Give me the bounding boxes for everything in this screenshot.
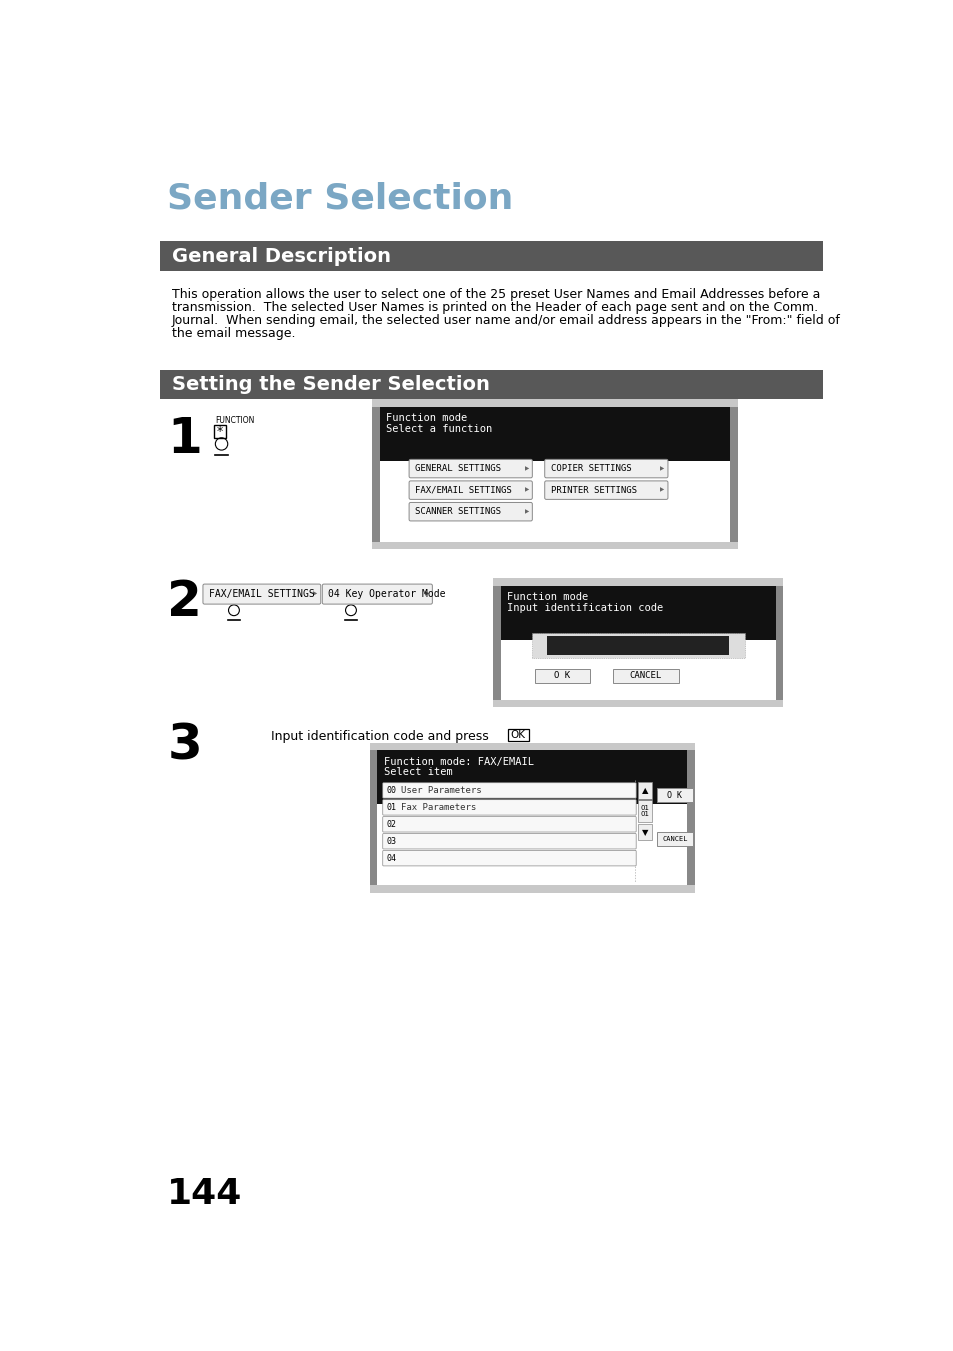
FancyBboxPatch shape	[322, 584, 432, 604]
Text: Journal.  When sending email, the selected user name and/or email address appear: Journal. When sending email, the selecte…	[172, 313, 840, 327]
Text: Select a function: Select a function	[385, 424, 492, 434]
Text: FAX/EMAIL SETTINGS: FAX/EMAIL SETTINGS	[209, 589, 314, 598]
Bar	[369, 743, 695, 893]
FancyBboxPatch shape	[544, 481, 667, 500]
Bar	[657, 788, 692, 802]
Text: OK: OK	[511, 730, 525, 740]
Text: ▲: ▲	[641, 786, 648, 794]
Text: COPIER SETTINGS: COPIER SETTINGS	[550, 465, 631, 473]
Bar	[159, 370, 822, 400]
Text: transmission.  The selected User Names is printed on the Header of each page sen: transmission. The selected User Names is…	[172, 301, 818, 313]
Bar	[531, 634, 744, 658]
Bar	[379, 407, 729, 461]
Text: 01: 01	[386, 802, 396, 812]
Text: Select item: Select item	[383, 767, 452, 777]
Text: FAX/EMAIL SETTINGS: FAX/EMAIL SETTINGS	[415, 485, 512, 494]
Text: 04 Key Operator Mode: 04 Key Operator Mode	[328, 589, 446, 598]
Bar	[493, 585, 500, 700]
FancyBboxPatch shape	[203, 584, 320, 604]
Text: ▶: ▶	[659, 466, 664, 471]
Text: 01: 01	[640, 812, 649, 817]
Text: the email message.: the email message.	[172, 327, 295, 340]
FancyBboxPatch shape	[382, 834, 636, 848]
Text: *: *	[216, 426, 223, 438]
Bar	[372, 407, 379, 542]
Text: Function mode: FAX/EMAIL: Function mode: FAX/EMAIL	[383, 757, 533, 766]
Text: ▶: ▶	[524, 488, 529, 493]
FancyBboxPatch shape	[382, 782, 636, 798]
Text: This operation allows the user to select one of the 25 preset User Names and Ema: This operation allows the user to select…	[172, 288, 820, 301]
FancyBboxPatch shape	[382, 800, 636, 815]
Text: Setting the Sender Selection: Setting the Sender Selection	[172, 376, 489, 394]
Text: 3: 3	[167, 721, 202, 769]
Text: 02: 02	[386, 820, 396, 828]
Text: 1: 1	[167, 415, 202, 462]
FancyBboxPatch shape	[382, 851, 636, 866]
Text: 00: 00	[386, 786, 396, 794]
Bar	[372, 400, 737, 550]
Text: ▶: ▶	[524, 509, 529, 515]
Bar	[379, 407, 729, 542]
Bar	[638, 824, 652, 840]
Text: 01: 01	[640, 805, 649, 811]
Text: PRINTER SETTINGS: PRINTER SETTINGS	[550, 485, 637, 494]
Text: CANCEL: CANCEL	[661, 836, 687, 842]
Text: 144: 144	[167, 1177, 242, 1210]
Bar	[493, 578, 782, 708]
Text: 2: 2	[167, 578, 202, 626]
Bar	[775, 585, 782, 700]
Bar	[729, 407, 737, 542]
Bar	[612, 669, 679, 682]
Text: FUNCTION: FUNCTION	[215, 416, 254, 426]
Text: Sender Selection: Sender Selection	[167, 181, 513, 215]
Text: Function mode: Function mode	[385, 413, 467, 423]
Text: Input identification code and press: Input identification code and press	[271, 731, 493, 743]
Text: Input identification code: Input identification code	[506, 603, 662, 612]
Bar	[507, 728, 529, 742]
Text: O K: O K	[667, 790, 681, 800]
Bar	[159, 242, 822, 270]
Text: General Description: General Description	[172, 247, 391, 266]
Text: SCANNER SETTINGS: SCANNER SETTINGS	[415, 507, 500, 516]
Bar	[377, 750, 686, 804]
Bar	[213, 426, 226, 438]
Bar	[377, 750, 686, 885]
Bar	[657, 832, 692, 846]
Text: ▶: ▶	[659, 488, 664, 493]
Text: GENERAL SETTINGS: GENERAL SETTINGS	[415, 465, 500, 473]
Text: User Parameters: User Parameters	[400, 786, 480, 794]
Text: Fax Parameters: Fax Parameters	[400, 802, 476, 812]
Bar	[535, 669, 589, 682]
Text: CANCEL: CANCEL	[629, 671, 661, 680]
Text: ▶: ▶	[524, 466, 529, 471]
Bar	[500, 585, 775, 700]
Text: Function mode: Function mode	[506, 592, 587, 601]
Bar	[638, 782, 652, 798]
Text: 04: 04	[386, 854, 396, 862]
Bar	[638, 800, 652, 821]
FancyBboxPatch shape	[409, 459, 532, 478]
Bar	[500, 585, 775, 639]
Text: O K: O K	[554, 671, 570, 680]
FancyBboxPatch shape	[409, 481, 532, 500]
FancyBboxPatch shape	[409, 503, 532, 521]
Text: ▶: ▶	[424, 592, 429, 597]
Text: .: .	[531, 738, 535, 750]
Text: ▼: ▼	[641, 828, 648, 836]
FancyBboxPatch shape	[382, 816, 636, 832]
Bar	[546, 636, 728, 655]
Text: ▶: ▶	[313, 592, 317, 597]
Bar	[369, 750, 377, 885]
FancyBboxPatch shape	[544, 459, 667, 478]
Text: 03: 03	[386, 836, 396, 846]
Bar	[686, 750, 695, 885]
